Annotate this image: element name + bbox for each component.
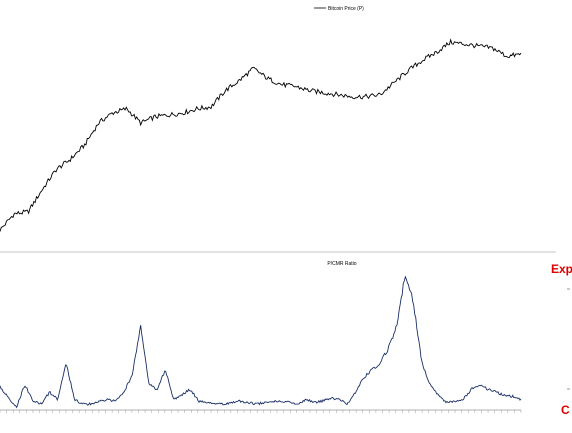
price-panel: Bitcoin Price (P)	[0, 6, 522, 232]
price-series-line	[0, 38, 522, 232]
ratio-legend-label: P/CMR Ratio	[327, 261, 356, 267]
expensive-zone-label: Exp	[551, 262, 572, 276]
cheap-zone-label: C	[561, 403, 570, 417]
ratio-series-line	[0, 275, 522, 409]
ratio-panel: P/CMR Ratio	[0, 261, 522, 413]
ratio-x-ticks	[0, 410, 522, 413]
price-legend-label: Bitcoin Price (P)	[328, 6, 364, 12]
